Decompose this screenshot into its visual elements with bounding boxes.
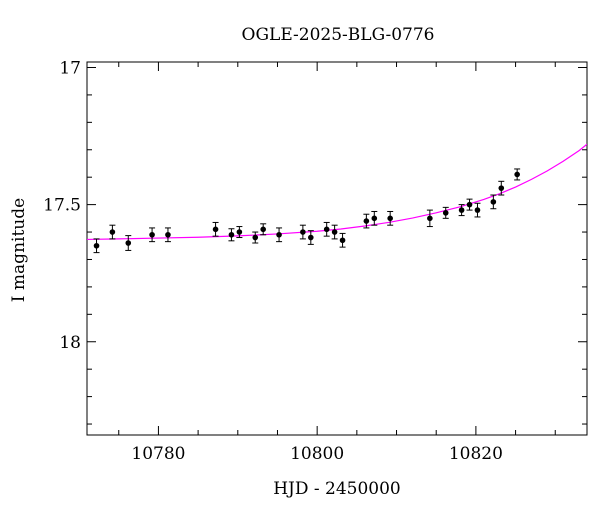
data-point-marker: [125, 240, 132, 246]
data-point: [299, 224, 306, 240]
data-point-marker: [300, 229, 306, 235]
data-point: [252, 231, 259, 244]
data-point: [93, 238, 100, 254]
y-tick-label: 17.5: [43, 196, 81, 216]
data-point: [236, 226, 243, 239]
data-point-marker: [228, 231, 235, 238]
data-point: [442, 206, 449, 219]
x-axis-label: HJD - 2450000: [273, 479, 401, 499]
plot-frame: [86, 61, 588, 436]
data-point-marker: [339, 237, 346, 244]
data-point: [331, 224, 338, 240]
chart-title: OGLE-2025-BLG-0776: [242, 25, 435, 45]
data-point-marker: [498, 185, 505, 191]
data-point-marker: [212, 226, 219, 233]
data-point: [474, 202, 481, 218]
data-point: [387, 210, 394, 226]
data-point-marker: [276, 231, 282, 238]
data-point: [514, 168, 521, 181]
x-tick-label: 10780: [131, 444, 185, 464]
data-point-marker: [363, 218, 370, 224]
data-point-marker: [387, 215, 393, 222]
y-axis-label: I magnitude: [9, 198, 29, 302]
data-point: [363, 213, 370, 229]
data-point: [458, 204, 465, 217]
data-points-group: [93, 168, 521, 254]
data-point-marker: [323, 226, 330, 233]
data-point: [339, 232, 346, 248]
data-point: [307, 230, 314, 245]
data-point: [212, 221, 219, 237]
data-point: [125, 235, 132, 251]
data-point-marker: [260, 226, 266, 233]
data-point-marker: [371, 215, 378, 222]
data-point: [490, 194, 497, 210]
data-point-marker: [474, 207, 481, 213]
data-point-marker: [252, 234, 259, 241]
data-point-marker: [458, 207, 465, 213]
data-point: [109, 224, 116, 240]
data-point-marker: [331, 229, 338, 235]
data-point: [260, 223, 267, 236]
data-point-marker: [165, 231, 171, 238]
data-point-marker: [93, 242, 100, 249]
data-point-marker: [427, 215, 433, 222]
data-point-marker: [149, 231, 155, 238]
data-point-marker: [109, 229, 116, 235]
data-point-marker: [514, 171, 520, 178]
model-curve-group: [87, 143, 587, 241]
data-point: [371, 210, 378, 226]
data-point: [276, 227, 283, 243]
data-point: [323, 221, 330, 237]
x-tick-label: 10800: [290, 444, 344, 464]
axis-tick-labels: 10780 10800 10820 17 17.5 18: [43, 58, 503, 464]
data-point-marker: [466, 201, 473, 208]
data-point-marker: [442, 210, 449, 216]
axis-ticks: [87, 62, 587, 435]
data-point-marker: [490, 199, 497, 205]
data-point: [498, 180, 505, 196]
x-tick-label: 10820: [449, 444, 503, 464]
data-point-marker: [308, 234, 314, 241]
data-point: [149, 227, 156, 243]
y-tick-label: 18: [59, 333, 81, 353]
y-tick-label: 17: [59, 58, 81, 78]
data-point: [426, 209, 433, 228]
data-point: [228, 228, 235, 242]
data-point: [164, 227, 171, 243]
model-curve: [87, 143, 587, 241]
data-point: [466, 198, 473, 211]
data-point-marker: [236, 229, 243, 235]
